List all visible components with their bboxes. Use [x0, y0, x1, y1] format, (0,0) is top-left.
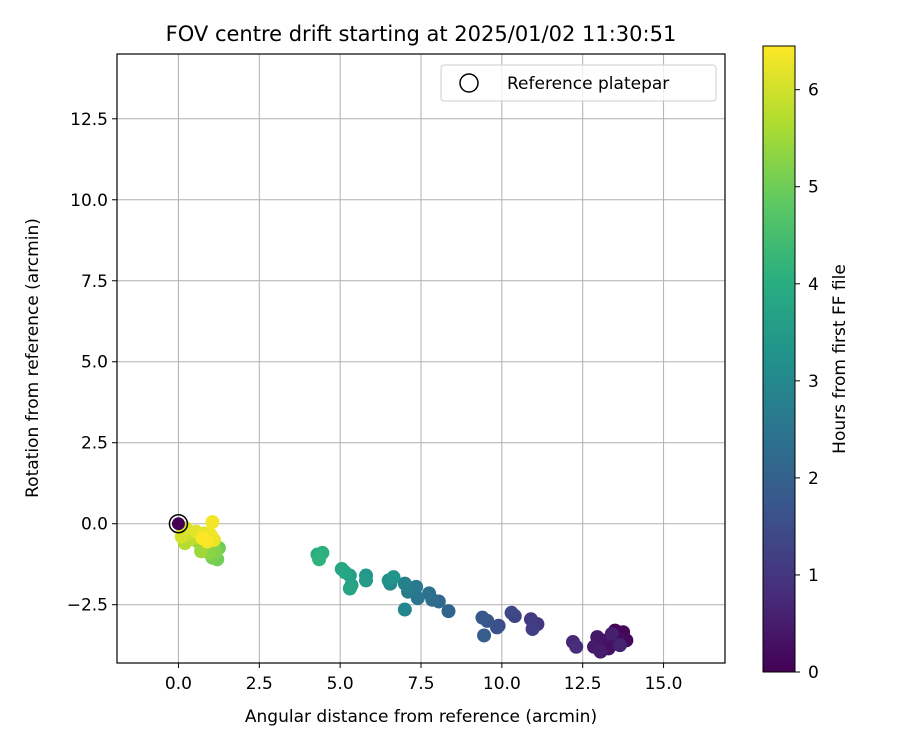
data-point: [422, 586, 437, 601]
y-tick-label: 5.0: [81, 353, 108, 373]
x-tick-label: 0.0: [165, 674, 192, 694]
y-tick-label: −2.5: [67, 596, 108, 616]
legend-box: [440, 64, 717, 102]
colorbar: 0 1 2 3 4 5 6 Hours from first FF file: [762, 45, 850, 683]
legend: Reference platepar: [440, 64, 717, 102]
colorbar-gradient: [762, 45, 796, 673]
y-axis-label: Rotation from reference (arcmin): [23, 218, 43, 498]
data-point: [604, 626, 619, 641]
data-point: [569, 639, 584, 654]
reference-point-fill: [171, 517, 185, 531]
x-tick-label: 10.0: [483, 674, 521, 694]
reference-marker: [168, 513, 189, 534]
data-point: [441, 604, 456, 619]
y-tick-label: 10.0: [70, 191, 108, 211]
colorbar-tick-label: 1: [808, 566, 819, 586]
data-point: [195, 531, 210, 546]
x-axis-ticks: 0.0 2.5 5.0 7.5 10.0 12.5 15.0: [165, 663, 683, 694]
data-points: [174, 515, 634, 659]
x-tick-label: 15.0: [645, 674, 683, 694]
legend-label-reference: Reference platepar: [507, 74, 669, 94]
data-point: [525, 621, 540, 636]
data-point: [359, 573, 374, 588]
data-point: [397, 576, 412, 591]
chart-title: FOV centre drift starting at 2025/01/02 …: [166, 22, 677, 46]
colorbar-tick-label: 6: [808, 81, 819, 101]
x-tick-label: 2.5: [246, 674, 273, 694]
colorbar-tick-label: 2: [808, 469, 819, 489]
x-tick-label: 12.5: [564, 674, 602, 694]
colorbar-tick-label: 3: [808, 372, 819, 392]
y-axis-ticks: −2.5 0.0 2.5 5.0 7.5 10.0 12.5: [67, 110, 117, 616]
legend-marker-reference: [459, 73, 479, 93]
data-point: [504, 605, 519, 620]
y-tick-label: 12.5: [70, 110, 108, 130]
data-point: [477, 628, 492, 643]
colorbar-tick-label: 0: [808, 663, 819, 683]
data-point: [475, 610, 490, 625]
y-tick-label: 2.5: [81, 434, 108, 454]
y-tick-label: 0.0: [81, 515, 108, 535]
colorbar-label: Hours from first FF file: [830, 264, 850, 454]
data-point: [338, 565, 352, 580]
data-point: [386, 570, 401, 585]
y-tick-label: 7.5: [81, 272, 108, 292]
reference-platepar-marker: [168, 513, 189, 534]
x-axis-label: Angular distance from reference (arcmin): [245, 707, 597, 727]
colorbar-ticks: 0 1 2 3 4 5 6: [795, 81, 819, 683]
x-tick-label: 5.0: [327, 674, 354, 694]
data-point: [593, 644, 608, 659]
data-point: [205, 515, 220, 530]
data-point: [342, 581, 357, 596]
data-point: [312, 552, 327, 567]
colorbar-tick-label: 5: [808, 178, 819, 198]
data-point: [612, 638, 627, 653]
colorbar-tick-label: 4: [808, 275, 819, 295]
grid-lines: [117, 54, 725, 663]
x-tick-label: 7.5: [407, 674, 434, 694]
data-point: [397, 602, 412, 617]
